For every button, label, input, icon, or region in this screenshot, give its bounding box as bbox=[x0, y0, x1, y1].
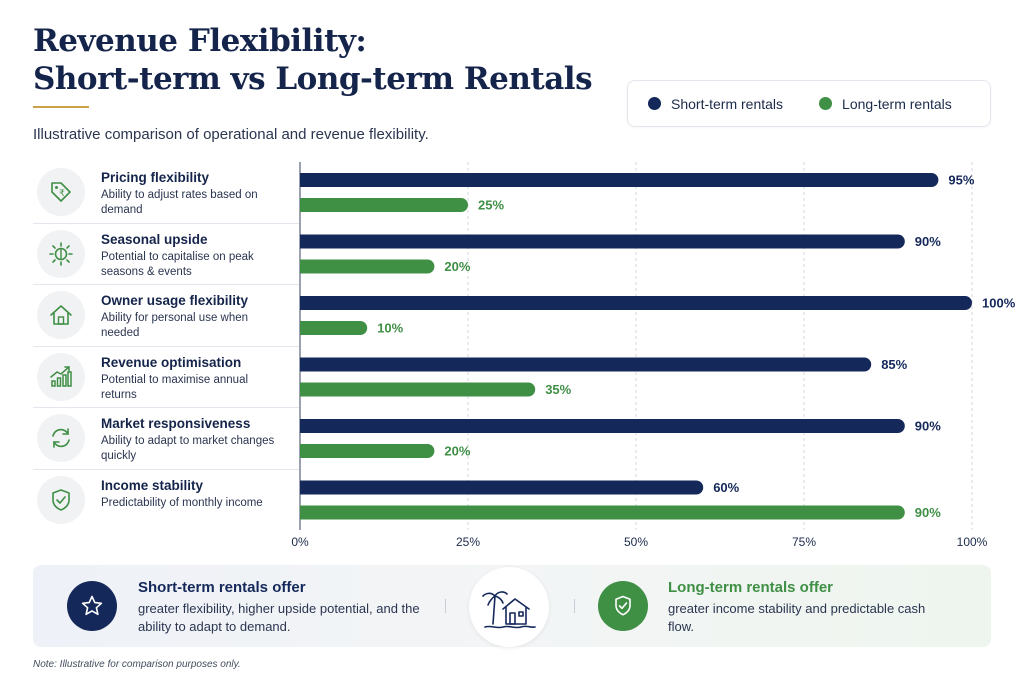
bar-long-term bbox=[300, 198, 468, 212]
bar-long-term bbox=[300, 505, 905, 520]
category-description: Potential to capitalise on peak seasons … bbox=[101, 250, 254, 278]
category-title: Market responsiveness bbox=[101, 416, 251, 431]
category-title: Owner usage flexibility bbox=[101, 293, 249, 308]
bar-value-label: 90% bbox=[915, 419, 941, 434]
bar-chart: 0% 25% 50% 75% 100% 95% 25% 90% 20% 100% 10% 85% 35%… bbox=[291, 162, 1016, 549]
legend-label-short-term: Short-term rentals bbox=[671, 95, 784, 112]
category-row: ₹ Pricing flexibility Ability to adjust … bbox=[33, 162, 299, 224]
bar-long-term bbox=[300, 382, 536, 397]
bar-long-term bbox=[300, 321, 368, 335]
x-tick-label: 100% bbox=[957, 535, 988, 549]
shield-check-icon bbox=[598, 581, 648, 631]
category-row: Market responsiveness Ability to adapt t… bbox=[33, 408, 299, 470]
x-tick-label: 0% bbox=[291, 535, 309, 549]
bar-value-label: 60% bbox=[713, 480, 739, 495]
star-icon bbox=[67, 581, 117, 631]
x-tick-label: 50% bbox=[624, 535, 648, 549]
legend-dot-short-term bbox=[648, 97, 661, 110]
shield-check-icon bbox=[37, 475, 85, 524]
bar-value-label: 95% bbox=[948, 173, 974, 188]
legend-item-short-term: Short-term rentals bbox=[648, 96, 783, 112]
bar-short-term bbox=[300, 296, 972, 310]
category-row: Revenue optimisation Potential to maximi… bbox=[33, 347, 299, 408]
sun-icon bbox=[37, 229, 85, 278]
title-underline bbox=[33, 106, 89, 108]
legend-dot-long-term bbox=[819, 97, 833, 110]
category-description: Ability to adapt to market changes quick… bbox=[101, 435, 275, 462]
refresh-icon bbox=[37, 414, 85, 462]
category-description: Ability for personal use when needed bbox=[101, 312, 249, 339]
category-row: Income stability Predictability of month… bbox=[33, 470, 299, 532]
category-title: Pricing flexibility bbox=[101, 170, 210, 185]
page-title-line2: Short-term vs Long-term Rentals bbox=[33, 61, 593, 97]
x-tick-label: 25% bbox=[456, 535, 480, 549]
page-subtitle: Illustrative comparison of operational a… bbox=[33, 126, 429, 143]
category-title: Seasonal upside bbox=[101, 231, 208, 247]
category-description: Predictability of monthly income bbox=[101, 496, 263, 509]
bar-value-label: 25% bbox=[478, 198, 504, 213]
bar-value-label: 20% bbox=[444, 259, 470, 274]
bar-value-label: 100% bbox=[982, 296, 1016, 311]
growth-chart-icon bbox=[37, 352, 85, 401]
bar-long-term bbox=[300, 444, 435, 458]
price-tag-icon: ₹ bbox=[37, 168, 85, 216]
beach-house-icon bbox=[469, 567, 549, 647]
long-term-summary-title: Long-term rentals offer bbox=[668, 579, 834, 596]
bar-value-label: 10% bbox=[377, 321, 403, 336]
bar-short-term bbox=[300, 173, 939, 187]
x-tick-label: 75% bbox=[792, 535, 816, 549]
bar-value-label: 90% bbox=[915, 505, 941, 520]
short-term-summary-title: Short-term rentals offer bbox=[138, 579, 306, 596]
summary-divider-left bbox=[445, 599, 446, 613]
svg-text:₹: ₹ bbox=[59, 189, 65, 199]
category-description: Ability to adjust rates based on demand bbox=[101, 189, 258, 216]
summary-panel: Short-term rentals offer greater flexibi… bbox=[33, 565, 991, 647]
house-icon bbox=[37, 291, 85, 339]
bar-short-term bbox=[300, 234, 905, 249]
long-term-summary-text: greater income stability and predictable… bbox=[668, 601, 926, 634]
bar-long-term bbox=[300, 259, 435, 274]
legend-label-long-term: Long-term rentals bbox=[842, 95, 952, 112]
category-title: Income stability bbox=[101, 477, 204, 493]
page-title: Revenue Flexibility: Short-term vs Long-… bbox=[33, 22, 593, 98]
category-row: Seasonal upside Potential to capitalise … bbox=[33, 224, 299, 285]
category-list: ₹ Pricing flexibility Ability to adjust … bbox=[33, 162, 299, 531]
bar-value-label: 35% bbox=[545, 382, 571, 397]
bar-short-term bbox=[300, 480, 704, 495]
short-term-summary-text: greater flexibility, higher upside poten… bbox=[138, 601, 420, 634]
chart-legend: Short-term rentals Long-term rentals bbox=[627, 80, 991, 127]
category-row: Owner usage flexibility Ability for pers… bbox=[33, 285, 299, 347]
legend-item-long-term: Long-term rentals bbox=[819, 96, 952, 112]
summary-divider-right bbox=[574, 599, 575, 613]
page-title-line1: Revenue Flexibility: bbox=[33, 23, 367, 59]
bar-short-term bbox=[300, 419, 905, 433]
category-title: Revenue optimisation bbox=[101, 354, 242, 370]
bar-value-label: 90% bbox=[915, 234, 941, 249]
bar-value-label: 20% bbox=[444, 444, 470, 459]
bar-value-label: 85% bbox=[881, 357, 907, 372]
category-description: Potential to maximise annual returns bbox=[101, 373, 249, 401]
footnote: Note: Illustrative for comparison purpos… bbox=[33, 659, 241, 670]
bar-short-term bbox=[300, 357, 872, 372]
